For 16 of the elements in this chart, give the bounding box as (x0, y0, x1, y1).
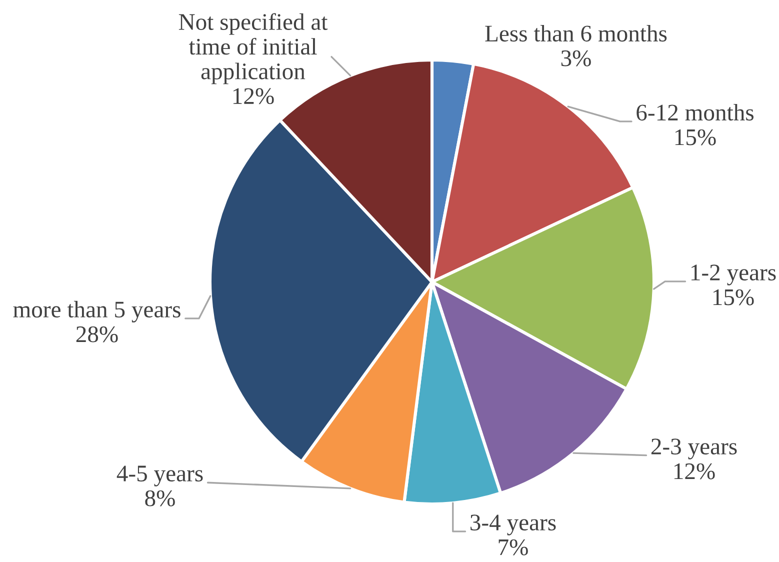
data-label: 3% (561, 50, 591, 66)
data-label: 7% (498, 539, 528, 556)
slice-label: 4-5 years (116, 466, 203, 486)
data-label: 15% (675, 129, 716, 146)
slice-label: 6-12 months (636, 104, 754, 121)
data-label: 28% (76, 326, 118, 342)
slice-label: 2-3 years (651, 438, 737, 460)
data-label: 8% (145, 490, 175, 506)
slice-label: 3-4 years (470, 514, 556, 536)
slice-label: Less than 6 months (485, 24, 667, 42)
data-label: 15% (713, 289, 754, 306)
data-label: 12% (674, 463, 715, 480)
slice-label: 1-2 years (691, 264, 776, 286)
data-label: 12% (233, 88, 274, 104)
slice-label: Not specified at time of initial application (178, 13, 328, 84)
slice-label: more than 5 years (13, 300, 180, 322)
